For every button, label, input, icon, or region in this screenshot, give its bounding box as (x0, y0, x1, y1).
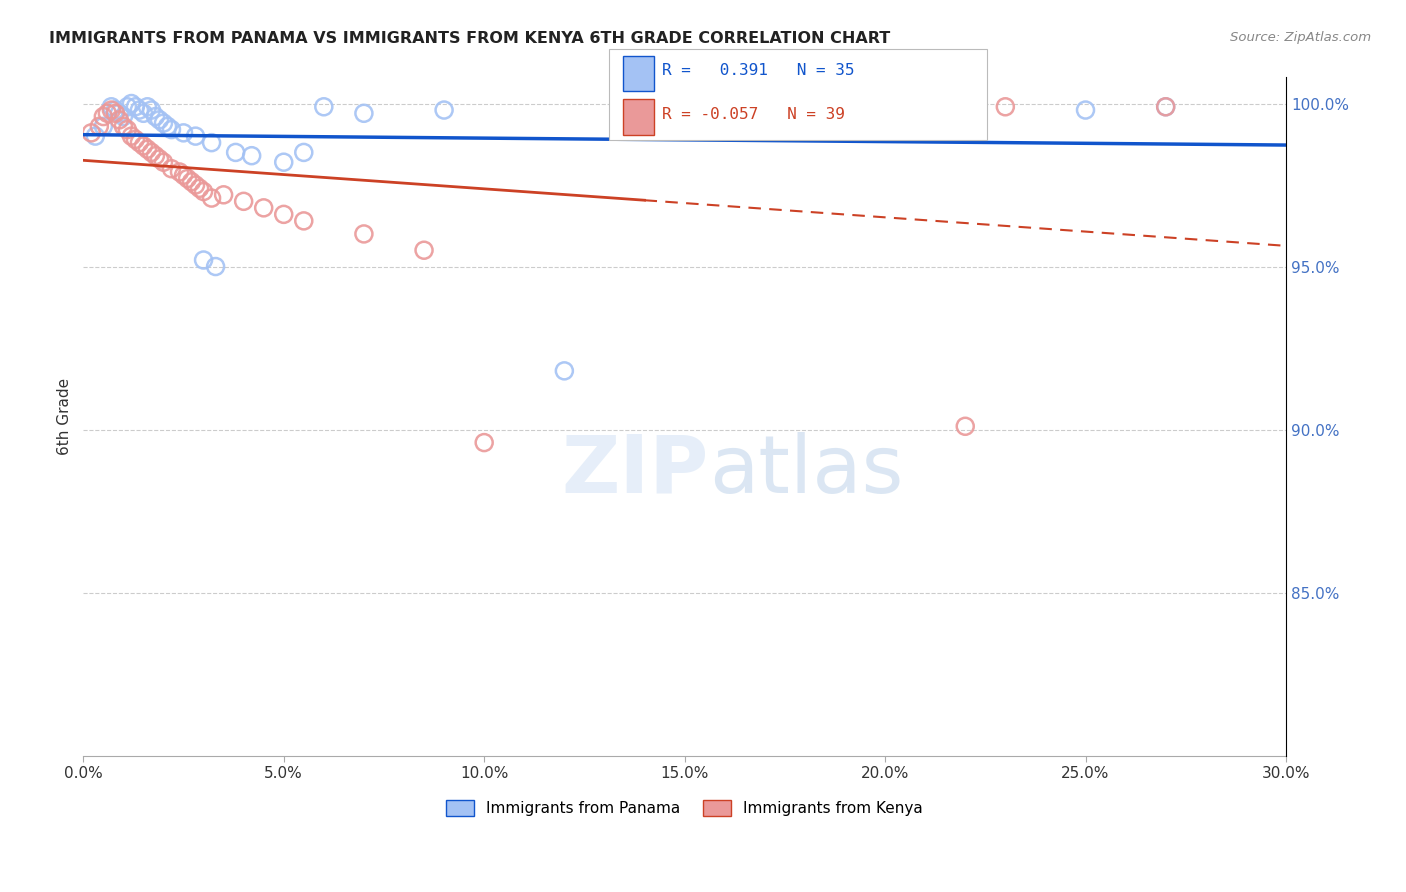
Point (180, 175, 202, 189)
Point (292, 145, 315, 160)
Point (152, 116, 174, 130)
Point (240, 149, 263, 163)
Point (188, 181, 211, 195)
Point (472, 435, 495, 450)
Text: atlas: atlas (709, 432, 903, 509)
Point (100, 103, 122, 117)
Point (184, 178, 207, 192)
Point (994, 100, 1017, 114)
Point (1154, 100, 1177, 114)
Text: IMMIGRANTS FROM PANAMA VS IMMIGRANTS FROM KENYA 6TH GRADE CORRELATION CHART: IMMIGRANTS FROM PANAMA VS IMMIGRANTS FRO… (49, 31, 890, 46)
Point (84, 129, 107, 144)
Point (152, 155, 174, 169)
Point (104, 103, 127, 117)
Point (124, 132, 146, 146)
Point (141, 145, 163, 160)
Point (136, 142, 159, 156)
Point (232, 194, 254, 209)
Point (112, 110, 135, 124)
Text: R =   0.391   N = 35: R = 0.391 N = 35 (662, 63, 855, 78)
Point (273, 207, 295, 221)
Point (117, 100, 139, 114)
Point (673, 100, 696, 114)
Point (91, 120, 114, 134)
Point (173, 168, 195, 182)
Point (1074, 103, 1097, 117)
Point (148, 112, 170, 127)
Point (353, 227, 375, 241)
Point (312, 100, 335, 114)
Point (124, 100, 146, 114)
Point (169, 165, 191, 179)
Point (754, 100, 776, 114)
Point (553, 364, 575, 378)
Point (160, 122, 183, 136)
Point (104, 106, 127, 120)
Point (1154, 100, 1177, 114)
Point (132, 106, 155, 120)
Y-axis label: 6th Grade: 6th Grade (58, 378, 72, 455)
Point (353, 106, 375, 120)
Point (193, 252, 215, 267)
Point (132, 139, 155, 153)
Point (273, 155, 295, 169)
Text: R = -0.057   N = 39: R = -0.057 N = 39 (662, 107, 845, 122)
Point (100, 100, 122, 114)
Point (156, 120, 179, 134)
Point (433, 103, 456, 117)
Legend: Immigrants from Panama, Immigrants from Kenya: Immigrants from Panama, Immigrants from … (440, 794, 929, 822)
Point (136, 100, 159, 114)
Point (200, 191, 222, 205)
Text: Source: ZipAtlas.com: Source: ZipAtlas.com (1230, 31, 1371, 45)
Point (96, 106, 118, 120)
Point (91, 110, 114, 124)
Point (145, 149, 167, 163)
Point (160, 161, 183, 176)
Point (145, 110, 167, 124)
Point (292, 214, 315, 228)
Point (128, 103, 150, 117)
Point (955, 419, 977, 434)
Point (200, 136, 222, 150)
Point (225, 145, 247, 160)
Point (212, 187, 235, 202)
Point (108, 112, 131, 127)
Point (184, 129, 207, 144)
Point (120, 129, 142, 144)
Point (914, 100, 936, 114)
Point (253, 201, 276, 215)
Point (173, 126, 195, 140)
Text: ZIP: ZIP (561, 432, 709, 509)
Point (128, 136, 150, 150)
Point (89, 120, 111, 134)
Point (204, 260, 226, 274)
Point (120, 96, 142, 111)
Point (117, 122, 139, 136)
Point (108, 106, 131, 120)
Point (176, 171, 198, 186)
Point (193, 185, 215, 199)
Point (80, 126, 103, 140)
Point (141, 103, 163, 117)
Point (112, 120, 135, 134)
Point (148, 152, 170, 166)
Point (413, 244, 436, 258)
